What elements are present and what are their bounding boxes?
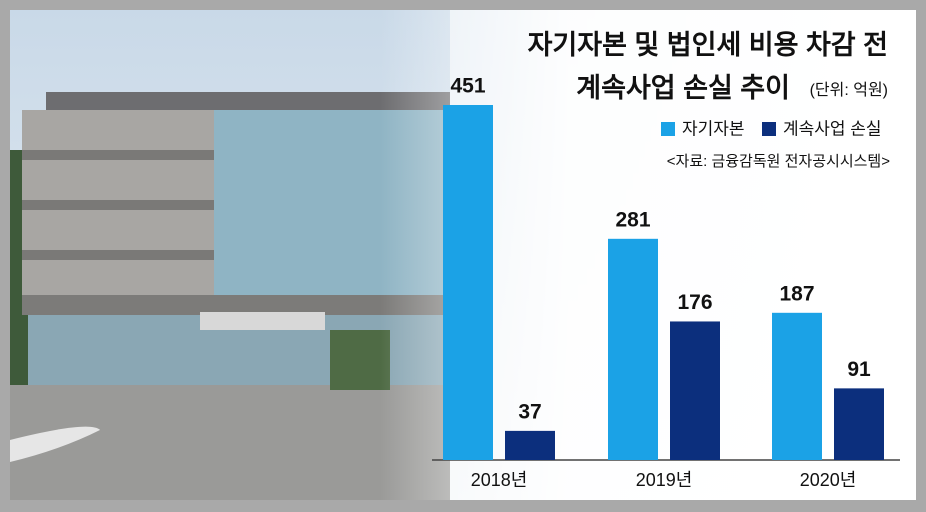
legend-swatch [661,122,675,136]
road-mark [10,426,100,462]
x-tick-label: 2020년 [800,470,857,490]
value-label: 451 [450,75,485,98]
x-tick-label: 2019년 [636,470,693,490]
bar [834,388,884,460]
band [22,150,214,160]
source: <자료: 금융감독원 전자공시시스템> [667,153,890,170]
bar [443,105,493,460]
legend-label: 계속사업 손실 [783,119,882,138]
legend-swatch [762,122,776,136]
bar [505,430,555,460]
value-label: 176 [677,291,712,314]
legend-label: 자기자본 [682,119,745,138]
band [22,200,214,210]
bar [670,321,720,460]
road [10,385,450,500]
chart-title: 계속사업 손실 추이 [576,73,790,103]
roof [46,92,450,110]
value-label: 281 [615,208,650,231]
band [22,250,214,260]
value-label: 187 [779,282,814,305]
band [22,295,452,315]
unit-label: (단위: 억원) [810,81,888,99]
value-label: 91 [847,358,871,381]
bar [608,238,658,460]
bar [772,312,822,460]
x-tick-label: 2018년 [471,470,528,490]
canopy [200,312,325,330]
value-label: 37 [518,400,541,423]
chart-title: 자기자본 및 법인세 비용 차감 전 [528,30,888,60]
